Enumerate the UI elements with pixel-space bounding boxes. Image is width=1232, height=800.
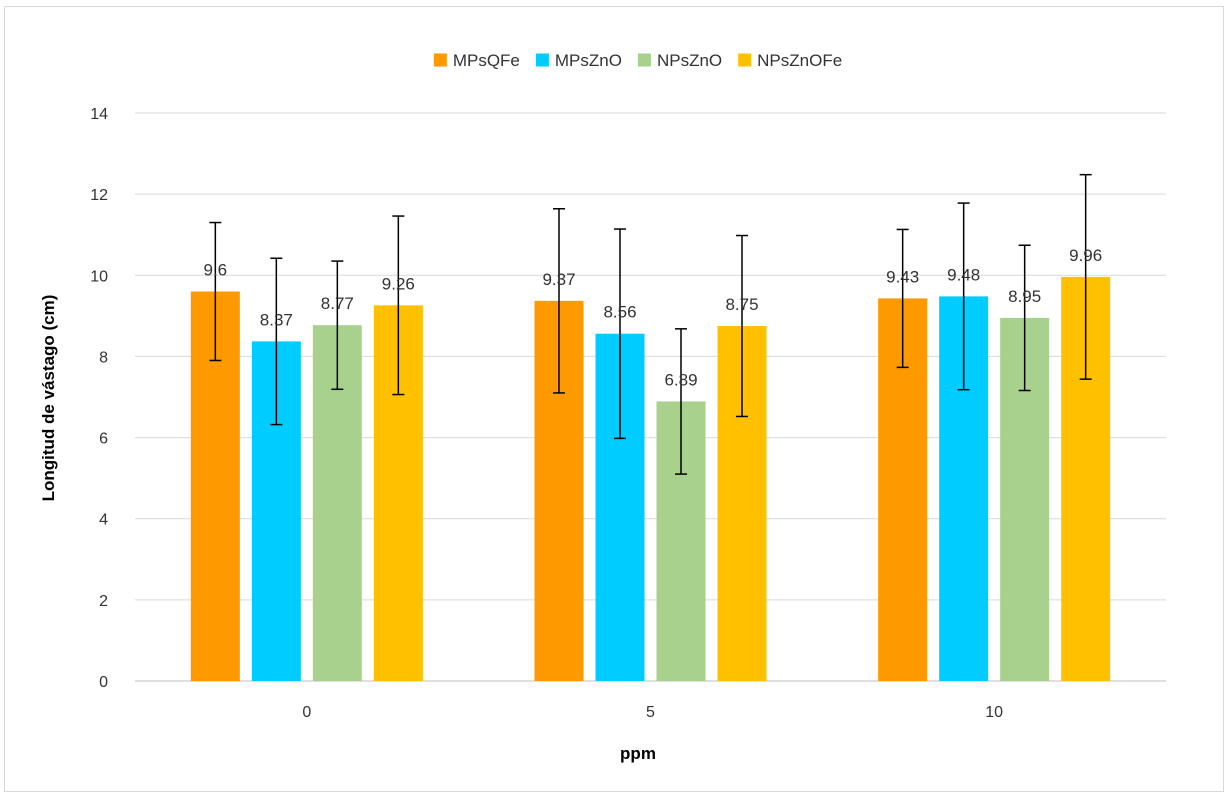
data-label: 6.89 xyxy=(664,370,697,389)
legend-label: MPsZnO xyxy=(555,51,622,70)
data-label: 8.56 xyxy=(603,303,636,322)
legend-swatch xyxy=(433,53,447,67)
data-label: 9.37 xyxy=(542,270,575,289)
legend-label: MPsQFe xyxy=(453,51,520,70)
legend-swatch xyxy=(535,53,549,67)
legend: MPsQFe MPsZnO NPsZnO NPsZnOFe xyxy=(433,51,842,70)
y-axis-title: Longitud de vástago (cm) xyxy=(39,295,58,502)
y-tick-label: 4 xyxy=(99,512,108,529)
legend-swatch xyxy=(637,53,651,67)
legend-label: NPsZnO xyxy=(657,51,722,70)
y-tick-label: 8 xyxy=(99,349,108,366)
gridlines xyxy=(135,112,1166,682)
data-label: 8.37 xyxy=(260,310,293,329)
data-label: 8.77 xyxy=(321,294,354,313)
data-label: 9.48 xyxy=(947,265,980,284)
x-tick-label: 10 xyxy=(985,704,1003,721)
legend-swatch xyxy=(738,53,752,67)
y-tick-label: 0 xyxy=(99,674,108,691)
x-axis-title: ppm xyxy=(620,744,656,763)
data-label: 9.6 xyxy=(204,261,228,280)
y-tick-label: 10 xyxy=(90,268,108,285)
y-axis-ticks: 0 2 4 6 8 10 12 14 xyxy=(90,106,108,691)
x-tick-label: 0 xyxy=(302,704,311,721)
x-tick-label: 5 xyxy=(646,704,655,721)
y-tick-label: 14 xyxy=(90,106,108,123)
data-label: 9.26 xyxy=(382,274,415,293)
data-labels: 9.6 8.37 8.77 9.26 9.37 8.56 6.89 8.75 9.43 9.48 8… xyxy=(204,246,1103,390)
y-tick-label: 2 xyxy=(99,593,108,610)
data-label: 9.43 xyxy=(886,267,919,286)
x-axis-ticks: 0 5 10 xyxy=(302,704,1003,721)
y-tick-label: 12 xyxy=(90,187,108,204)
data-label: 8.75 xyxy=(725,295,758,314)
data-label: 8.95 xyxy=(1008,287,1041,306)
legend-label: NPsZnOFe xyxy=(757,51,842,70)
y-tick-label: 6 xyxy=(99,431,108,448)
error-bars xyxy=(209,173,1092,475)
data-label: 9.96 xyxy=(1069,246,1102,265)
bars xyxy=(190,276,1111,681)
